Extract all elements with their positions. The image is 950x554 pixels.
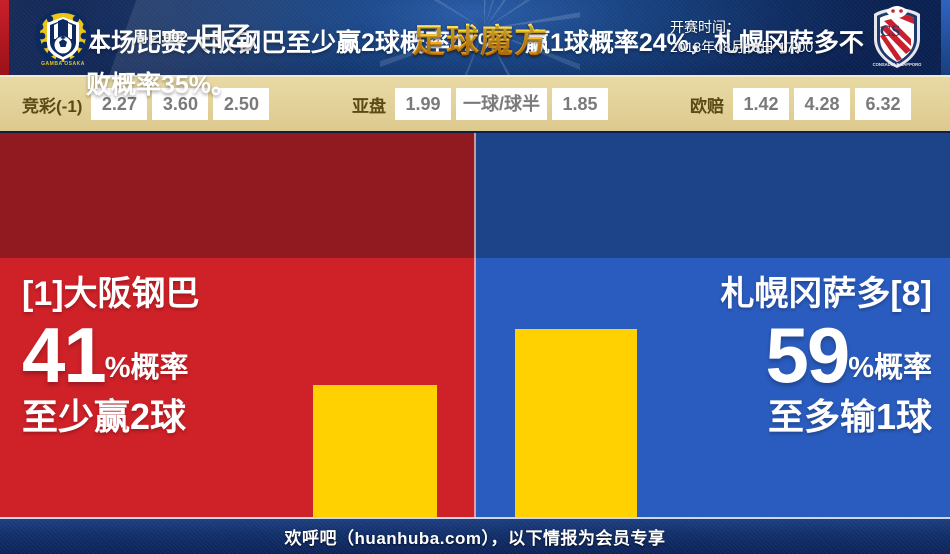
home-probability-row: 41 %概率 — [22, 311, 200, 399]
summary-banner-left-half — [0, 133, 475, 258]
odds-group-asian-handicap: 亚盘 1.99 一球/球半 1.85 — [352, 88, 609, 120]
away-probability-bar — [515, 329, 637, 517]
odds-cell-asian-handicap[interactable]: 一球/球半 — [456, 88, 548, 120]
odds-group-label: 欧赔 — [690, 96, 724, 116]
kickoff-time-label: 开赛时间： — [670, 19, 740, 35]
away-team-stats: 札幌冈萨多[8] 59 %概率 至多输1球 — [720, 272, 932, 440]
summary-text: 本场比赛大阪钢巴至少赢2球概率41%，赢1球概率24%，札幌冈萨多不败概率35%… — [86, 29, 864, 99]
odds-group-european: 欧赔 1.42 4.28 6.32 — [690, 88, 911, 120]
svg-text:CONSADOLE SAPPORO: CONSADOLE SAPPORO — [873, 62, 923, 67]
odds-cell-euro-home[interactable]: 1.42 — [733, 88, 789, 120]
away-outcome-label: 至多输1球 — [767, 396, 932, 437]
kickoff-time: 开赛时间： 2013年08月18日 17:00 — [670, 17, 813, 57]
header-left-red-stripe — [0, 0, 9, 75]
brand-logo: 足球魔方 — [380, 0, 580, 75]
odds-cell-asian-away[interactable]: 1.85 — [552, 88, 609, 120]
home-probability-value: 41 — [22, 311, 107, 399]
odds-group-label: 竞彩(-1) — [22, 96, 83, 116]
league-name: 日乙 — [198, 22, 256, 52]
away-team-name: 札幌冈萨多[8] — [720, 275, 932, 313]
odds-cell-jingcai-draw[interactable]: 3.60 — [152, 88, 209, 120]
home-team-stats: [1]大阪钢巴 41 %概率 至少赢2球 — [22, 272, 200, 440]
svg-text:CS: CS — [880, 23, 901, 40]
summary-banner-right-half — [475, 133, 950, 258]
home-outcome-label: 至少赢2球 — [22, 396, 187, 437]
odds-group-label: 亚盘 — [352, 96, 386, 116]
away-probability-row: 59 %概率 — [720, 311, 932, 399]
home-team-name: [1]大阪钢巴 — [22, 275, 200, 313]
odds-cell-euro-draw[interactable]: 4.28 — [794, 88, 850, 120]
summary-banner — [0, 133, 950, 258]
odds-bar: 竞彩(-1) 2.27 3.60 2.50 亚盘 1.99 一球/球半 1.85… — [0, 75, 950, 131]
odds-cell-jingcai-home[interactable]: 2.27 — [91, 88, 148, 120]
home-probability-bar — [313, 385, 437, 517]
brand-logo-text: 足球魔方 — [412, 14, 548, 62]
odds-group-jingcai: 竞彩(-1) 2.27 3.60 2.50 — [22, 88, 270, 120]
odds-cell-jingcai-away[interactable]: 2.50 — [213, 88, 270, 120]
odds-cell-euro-away[interactable]: 6.32 — [855, 88, 911, 120]
match-round-label: 周日002 — [133, 29, 189, 46]
home-probability-suffix: %概率 — [104, 352, 189, 384]
away-probability-value: 59 — [765, 311, 850, 399]
footer-text: 欢呼吧（huanhuba.com），以下情报为会员专享 — [284, 529, 666, 548]
home-team-crest-icon: GAMBA OSAKA — [35, 9, 91, 67]
away-probability-suffix: %概率 — [848, 352, 932, 384]
away-team-crest-icon: CS CONSADOLE SAPPORO — [873, 6, 923, 68]
footer-bar: 欢呼吧（huanhuba.com），以下情报为会员专享 — [0, 517, 950, 554]
odds-cell-asian-home[interactable]: 1.99 — [395, 88, 451, 120]
svg-text:GAMBA OSAKA: GAMBA OSAKA — [41, 61, 85, 67]
panel-divider — [474, 133, 476, 517]
kickoff-time-value: 2013年08月18日 17:00 — [670, 39, 814, 55]
header-right-blue-stripe — [941, 0, 950, 75]
